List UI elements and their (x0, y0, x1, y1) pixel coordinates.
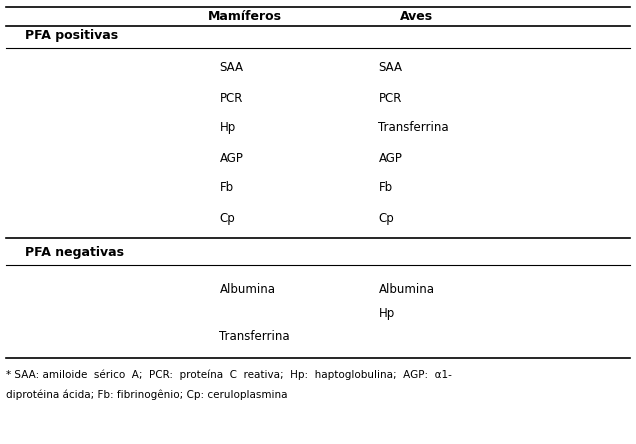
Text: AGP: AGP (378, 151, 403, 165)
Text: SAA: SAA (219, 61, 244, 75)
Text: PFA negativas: PFA negativas (25, 246, 125, 259)
Text: Transferrina: Transferrina (219, 329, 290, 343)
Text: * SAA: amiloide  sérico  A;  PCR:  proteína  C  reativa;  Hp:  haptoglobulina;  : * SAA: amiloide sérico A; PCR: proteína … (6, 370, 452, 381)
Text: AGP: AGP (219, 151, 244, 165)
Text: Hp: Hp (219, 121, 236, 135)
Text: SAA: SAA (378, 61, 403, 75)
Text: Albumina: Albumina (219, 283, 275, 297)
Text: Mamíferos: Mamíferos (208, 10, 282, 23)
Text: Cp: Cp (219, 211, 235, 225)
Text: PFA positivas: PFA positivas (25, 29, 118, 43)
Text: Fb: Fb (378, 181, 392, 194)
Text: Cp: Cp (378, 211, 394, 225)
Text: Fb: Fb (219, 181, 233, 194)
Text: Albumina: Albumina (378, 283, 434, 297)
Text: PCR: PCR (378, 91, 402, 105)
Text: Hp: Hp (378, 306, 395, 320)
Text: Aves: Aves (400, 10, 433, 23)
Text: Transferrina: Transferrina (378, 121, 449, 135)
Text: diprotéina ácida; Fb: fibrinogênio; Cp: ceruloplasmina: diprotéina ácida; Fb: fibrinogênio; Cp: … (6, 390, 288, 400)
Text: PCR: PCR (219, 91, 243, 105)
